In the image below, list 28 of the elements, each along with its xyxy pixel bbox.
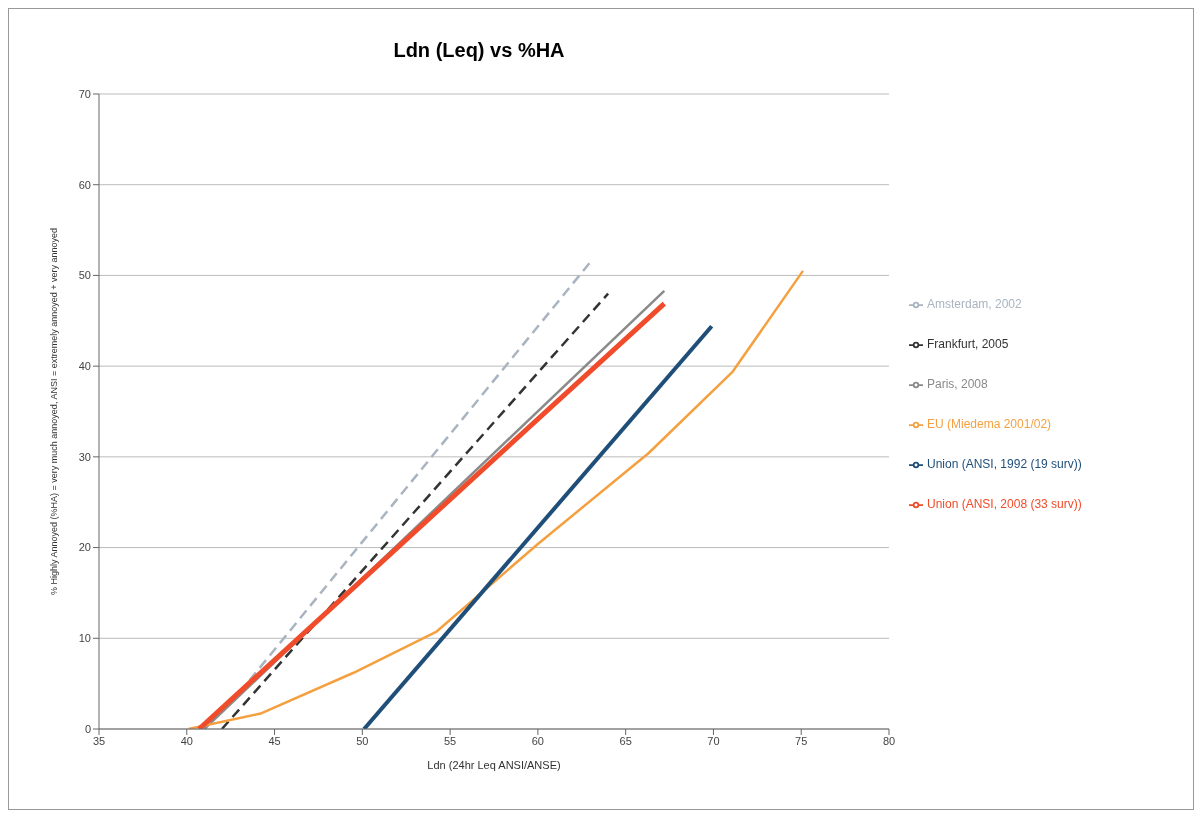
legend-label: Union (ANSI, 1992 (19 surv)) — [927, 457, 1082, 471]
x-tick-label: 65 — [619, 734, 632, 747]
line-series — [187, 269, 805, 729]
legend-label: Paris, 2008 — [927, 377, 988, 391]
y-tick-label: 40 — [78, 360, 91, 373]
x-tick-label: 60 — [531, 734, 545, 747]
x-tick-label: 75 — [795, 734, 808, 747]
x-tick-label: 45 — [268, 734, 281, 747]
y-tick-label: 10 — [78, 632, 91, 645]
y-tick-label: 20 — [78, 541, 91, 554]
y-tick-label: 50 — [78, 269, 91, 282]
y-tick-label: 60 — [78, 178, 91, 191]
legend-label: EU (Miedema 2001/02) — [927, 417, 1052, 431]
y-axis-title: % Highly Annoyed (%HA) = very much annoyed, ANSI = extremely annoyed + very annoyed — [49, 228, 60, 595]
y-tick-label: 70 — [78, 87, 91, 100]
x-tick-label: 35 — [92, 734, 106, 747]
chart-title: Ldn (Leq) vs %HA — [392, 39, 566, 62]
y-tick-label: 30 — [78, 450, 91, 463]
x-tick-label: 80 — [882, 734, 896, 747]
legend-label: Amsterdam, 2002 — [927, 297, 1022, 311]
x-tick-label: 40 — [180, 734, 193, 747]
x-axis-title: Ldn (24hr Leq ANSI/ANSE) — [427, 759, 561, 771]
legend-label: Frankfurt, 2005 — [927, 337, 1009, 351]
x-tick-label: 55 — [443, 734, 457, 747]
y-tick-label: 0 — [84, 722, 91, 735]
x-tick-label: 70 — [707, 734, 720, 747]
x-tick-label: 50 — [356, 734, 369, 747]
legend-label: Union (ANSI, 2008 (33 surv)) — [927, 497, 1082, 511]
